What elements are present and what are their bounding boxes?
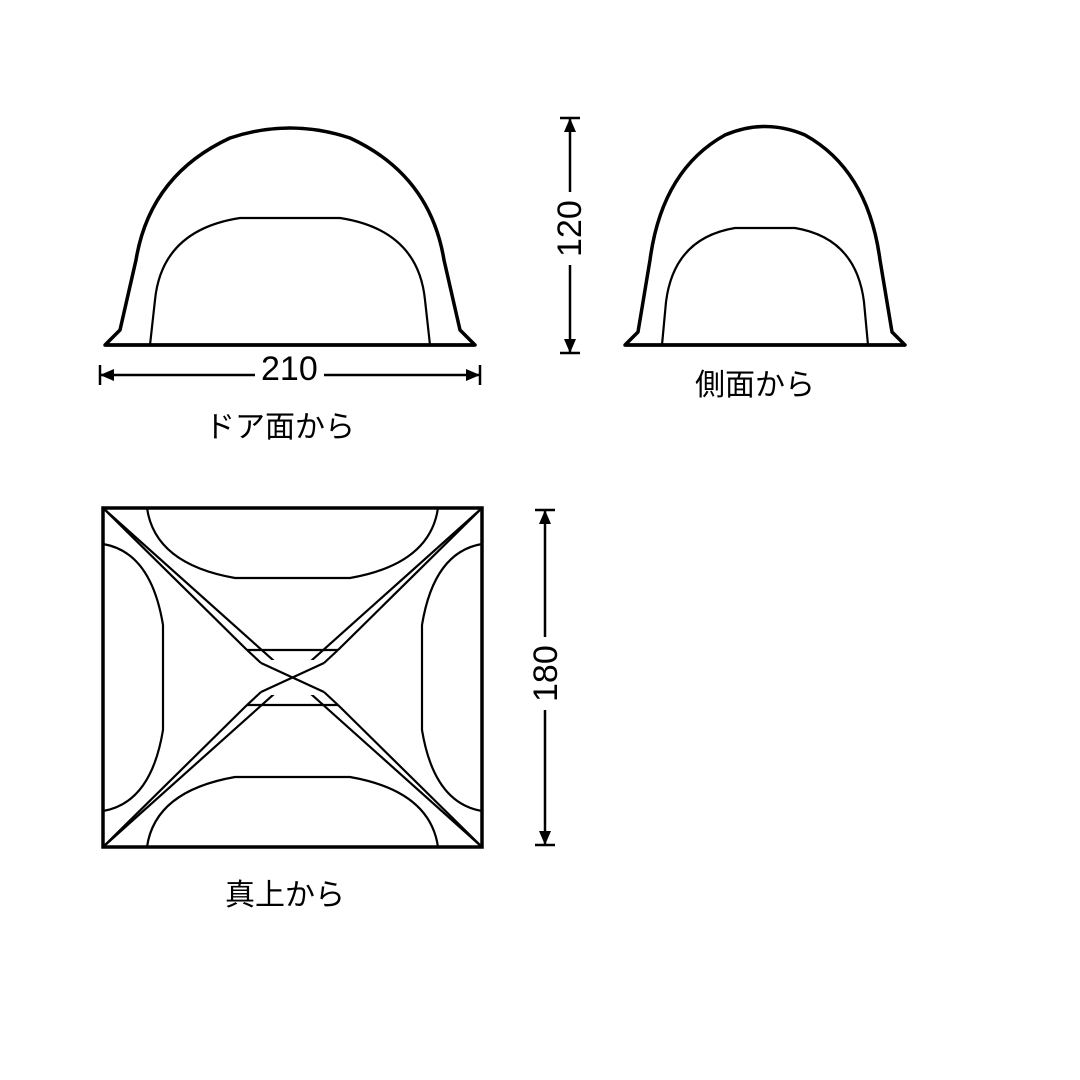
side-view xyxy=(620,110,910,360)
width-value: 210 xyxy=(255,350,324,389)
top-view xyxy=(95,500,490,855)
top-label: 真上から xyxy=(225,870,345,914)
front-label: ドア面から xyxy=(205,402,355,446)
front-view xyxy=(100,110,480,360)
side-label: 側面から xyxy=(695,360,815,404)
depth-value: 180 xyxy=(527,637,566,710)
height-value: 120 xyxy=(551,192,590,265)
